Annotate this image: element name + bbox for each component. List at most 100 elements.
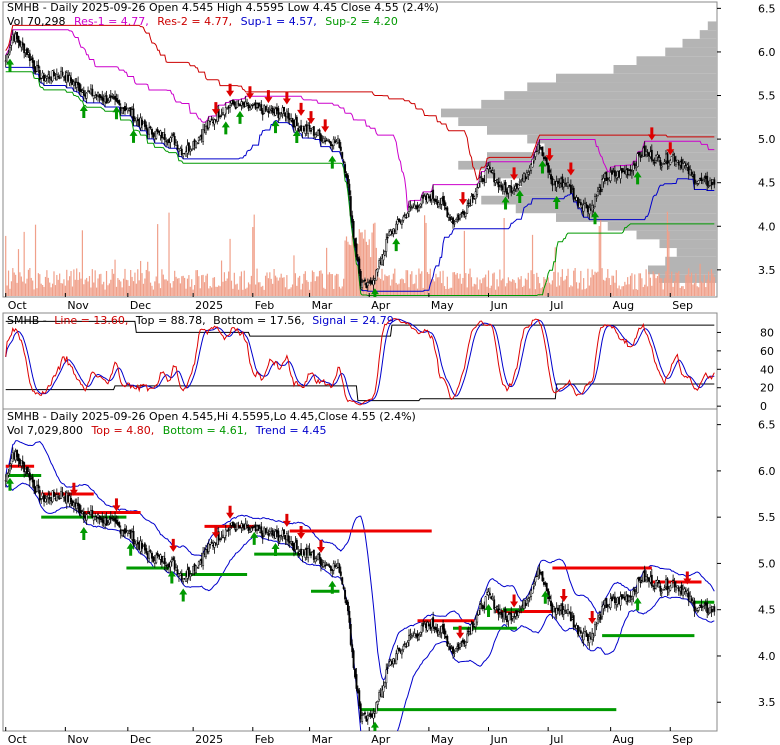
volume-bar: [334, 275, 336, 296]
price-candle-body: [328, 140, 331, 143]
volume-bar: [294, 273, 296, 296]
price-candle-body: [673, 156, 676, 162]
volume-bar: [137, 269, 139, 296]
price-candle-body: [339, 146, 342, 151]
trend-candle-body: [16, 449, 19, 458]
price-candle-body: [322, 138, 325, 143]
price-signals: [5, 58, 675, 297]
volume-bar: [368, 239, 370, 296]
trend-candle-body: [204, 549, 207, 558]
price-candle-body: [636, 153, 639, 167]
price-candle-body: [210, 118, 213, 121]
x-tick-label: Apr: [371, 299, 391, 312]
price-candle-body: [170, 134, 173, 138]
volume-bar: [365, 241, 367, 296]
volume-profile-bar: [527, 82, 717, 92]
price-candle-body: [44, 77, 47, 82]
trend-candle-body: [267, 533, 270, 536]
trend-candle-body: [48, 496, 51, 500]
trend-candle-body: [628, 596, 631, 601]
volume-profile-bar: [481, 195, 717, 205]
x-tick-label: Jun: [490, 733, 508, 745]
price-candle-body: [488, 167, 491, 170]
volume-bar: [493, 272, 495, 296]
price-candle-body: [6, 54, 9, 63]
volume-bar: [683, 289, 686, 296]
volume-bar: [504, 286, 507, 296]
volume-bar: [144, 278, 146, 296]
volume-bar: [617, 288, 619, 296]
trend-candle-body: [659, 585, 662, 592]
trend-candle-body: [233, 523, 236, 528]
price-candle-body: [507, 187, 510, 194]
stochastic-panel-title: SMHB - Line = 13.60, Top = 88.78, Bottom…: [7, 314, 394, 327]
volume-bar: [327, 274, 329, 296]
x-tick-label: Apr: [371, 733, 391, 745]
volume-bar: [43, 286, 45, 296]
price-candle-body: [53, 71, 55, 77]
volume-bar: [300, 289, 302, 296]
volume-bar: [230, 280, 233, 296]
price-candle-body: [33, 60, 36, 69]
volume-bar: [105, 270, 108, 296]
volume-profile-bar: [636, 56, 717, 66]
x-tick-label: Aug: [613, 299, 634, 312]
trend-candle-body: [163, 558, 166, 565]
trend-candle-body: [579, 630, 582, 634]
trend-y-tick-label: 5.0: [758, 557, 776, 570]
volume-bar: [34, 224, 37, 296]
volume-profile-bar: [544, 143, 717, 153]
price-candle-body: [517, 184, 520, 189]
price-candle-body: [663, 161, 666, 164]
volume-bar: [642, 287, 644, 296]
res2-line: [5, 24, 715, 181]
volume-bar: [178, 278, 180, 296]
price-candle-body: [320, 134, 322, 142]
volume-bar: [161, 269, 163, 296]
price-candle-body: [638, 151, 640, 156]
trend-candle-body: [594, 624, 596, 636]
trend-candle-body: [547, 588, 550, 600]
volume-bar: [450, 287, 453, 296]
price-candle-body: [354, 238, 356, 247]
trend-candle-body: [673, 581, 676, 588]
volume-bar: [84, 279, 86, 296]
volume-bar: [392, 273, 394, 296]
trend-candle-body: [548, 596, 551, 599]
buy-arrow: [328, 580, 337, 594]
volume-bar: [526, 279, 528, 296]
trend-candle-body: [310, 553, 312, 556]
volume-bar: [39, 274, 41, 296]
trend-candle-body: [402, 645, 405, 650]
trend-signals: [5, 477, 692, 731]
volume-bar: [568, 287, 571, 296]
volume-bar: [216, 286, 218, 296]
buy-arrow: [167, 570, 176, 584]
price-candle-body: [260, 104, 263, 111]
price-candle-body: [115, 98, 118, 102]
price-candle-body: [327, 139, 330, 141]
volume-bar: [446, 276, 448, 296]
trend-candle-body: [61, 491, 64, 496]
volume-bar: [666, 211, 669, 296]
trend-candle-body: [334, 564, 337, 568]
price-candle-body: [233, 101, 236, 106]
x-tick-label: Feb: [255, 299, 274, 312]
volume-bar: [567, 268, 569, 296]
price-candle-body: [655, 155, 658, 161]
price-candle-body: [480, 176, 483, 178]
trend-candle-body: [107, 524, 109, 526]
trend-candle-body: [713, 606, 716, 612]
volume-bar: [370, 257, 372, 296]
volume-bar: [280, 273, 282, 296]
price-candle-body: [676, 159, 679, 163]
volume-bar: [561, 269, 563, 296]
axis-ticks: Oct Nov Dec 2025 Feb Mar Apr May Jun Jul Aug Sep Oct…: [5, 2, 776, 745]
volume-bar: [148, 271, 150, 296]
trend-candle-body: [40, 498, 43, 500]
price-candle-body: [494, 180, 497, 183]
trend-candle-body: [295, 539, 298, 550]
trend-candle-body: [38, 490, 41, 501]
x-tick-label: 2025: [195, 733, 223, 745]
price-candle-body: [594, 196, 596, 208]
